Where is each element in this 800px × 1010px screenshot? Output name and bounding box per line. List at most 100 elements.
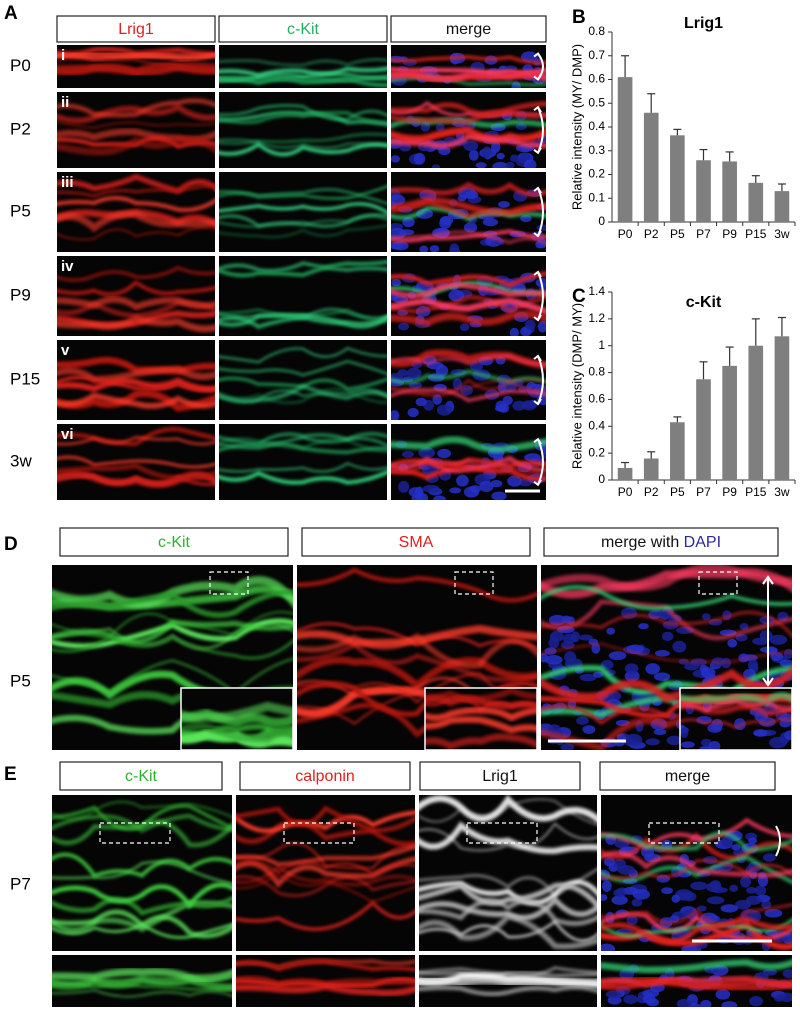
fiber: [219, 224, 387, 238]
fiber: [541, 642, 792, 663]
bar: [696, 160, 711, 222]
fiber: [391, 459, 546, 468]
nucleus: [544, 655, 563, 665]
nucleus: [406, 367, 422, 380]
fiber: [236, 983, 415, 997]
nucleus: [623, 994, 638, 1005]
fiber: [57, 183, 215, 198]
nucleus: [740, 876, 751, 888]
y-tick-label: 0: [598, 214, 605, 228]
fiber: [52, 895, 232, 916]
fiber: [52, 860, 232, 885]
row-label: P7: [10, 874, 31, 893]
fiber: [391, 230, 546, 245]
fiber: [52, 634, 293, 660]
nucleus: [653, 672, 671, 681]
nucleus: [731, 844, 741, 851]
fiber: [297, 624, 537, 647]
nucleus: [601, 880, 612, 892]
fiber: [391, 457, 546, 469]
fiber: [391, 436, 546, 453]
header-box: [419, 761, 581, 791]
nucleus: [746, 886, 757, 894]
header-box: [56, 15, 216, 43]
nucleus: [708, 740, 721, 750]
column-header: merge: [665, 768, 710, 785]
nucleus: [604, 857, 615, 867]
row-label: P2: [10, 119, 31, 138]
arrow-head: [533, 186, 542, 194]
fiber: [391, 196, 546, 217]
nucleus: [607, 995, 622, 1005]
nucleus: [498, 201, 510, 208]
nucleus: [523, 159, 537, 168]
nucleus: [672, 640, 687, 653]
fiber: [57, 314, 215, 333]
y-tick-label: 0.8: [588, 24, 605, 38]
zoom-box: [283, 822, 355, 844]
micrograph: [57, 45, 215, 88]
nucleus: [632, 889, 650, 900]
fiber: [419, 822, 597, 852]
nucleus: [520, 214, 532, 223]
column-header: c-Kit: [125, 768, 158, 785]
fiber: [57, 57, 215, 66]
fiber: [52, 900, 232, 933]
nucleus: [699, 664, 709, 672]
nucleus: [608, 651, 627, 661]
nucleus: [398, 229, 415, 236]
nucleus: [784, 730, 792, 741]
x-tick-label: P0: [618, 485, 633, 499]
micrograph: [680, 688, 792, 750]
fiber: [680, 697, 792, 713]
header-box: [239, 761, 411, 791]
x-tick-label: P7: [696, 485, 711, 499]
nucleus: [779, 714, 792, 722]
nucleus: [549, 631, 564, 642]
panel-label: E: [4, 764, 17, 785]
nucleus: [721, 657, 732, 669]
fiber: [52, 819, 232, 848]
micrograph: [57, 92, 215, 168]
fiber: [419, 821, 597, 854]
nucleus: [769, 634, 788, 645]
fiber: [391, 388, 546, 403]
x-tick-label: P15: [745, 485, 767, 499]
nucleus: [669, 915, 680, 923]
nucleus: [491, 491, 507, 500]
nucleus: [439, 217, 452, 229]
fiber: [425, 733, 537, 750]
micrograph: [52, 955, 232, 1007]
fiber: [541, 610, 792, 638]
y-tick-label: 1: [598, 338, 605, 352]
fiber: [425, 707, 537, 722]
arrow-head: [533, 398, 542, 406]
nucleus: [469, 361, 484, 372]
fiber: [52, 852, 232, 879]
nucleus: [605, 990, 622, 999]
nucleus: [398, 322, 410, 331]
x-tick-label: 3w: [774, 485, 790, 499]
nucleus: [560, 641, 575, 650]
nucleus: [617, 733, 626, 742]
fiber: [219, 441, 387, 455]
fiber: [219, 185, 387, 200]
nucleus: [601, 943, 616, 951]
fiber: [391, 205, 546, 222]
micrograph: [419, 955, 597, 1007]
fiber: [391, 109, 546, 125]
fiber: [236, 860, 415, 876]
nucleus: [680, 741, 695, 748]
nucleus: [524, 453, 541, 462]
fiber: [219, 470, 387, 485]
arrow-head: [762, 575, 774, 585]
zoom-box: [209, 571, 249, 595]
nucleus: [495, 400, 507, 412]
column-header: Lrig1: [118, 21, 154, 38]
fiber: [219, 110, 387, 127]
fiber: [391, 229, 546, 243]
nucleus: [769, 736, 788, 749]
fiber: [419, 795, 597, 823]
arrow-head: [533, 105, 542, 113]
nucleus: [392, 241, 409, 251]
